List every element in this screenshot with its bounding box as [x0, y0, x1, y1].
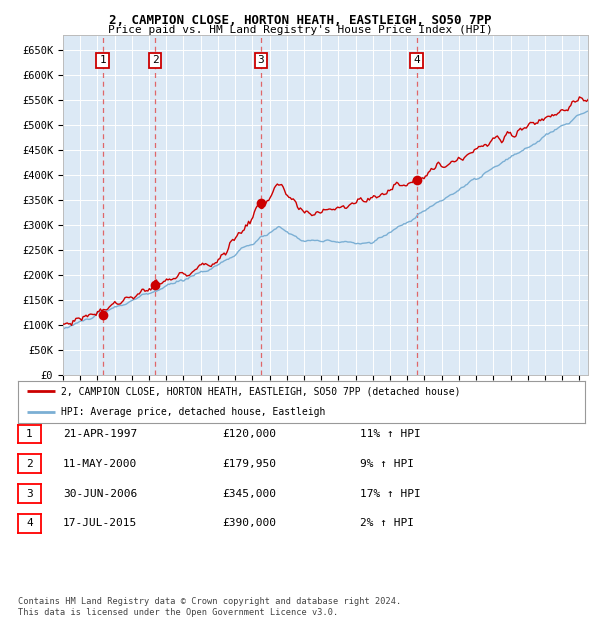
Text: 3: 3: [257, 55, 265, 65]
Text: 11% ↑ HPI: 11% ↑ HPI: [360, 429, 421, 439]
Text: 21-APR-1997: 21-APR-1997: [63, 429, 137, 439]
Text: Contains HM Land Registry data © Crown copyright and database right 2024.
This d: Contains HM Land Registry data © Crown c…: [18, 598, 401, 617]
Text: £390,000: £390,000: [222, 518, 276, 528]
Text: 4: 4: [413, 55, 420, 65]
Text: 2, CAMPION CLOSE, HORTON HEATH, EASTLEIGH, SO50 7PP: 2, CAMPION CLOSE, HORTON HEATH, EASTLEIG…: [109, 14, 491, 27]
Text: 1: 1: [26, 429, 33, 439]
Text: Price paid vs. HM Land Registry's House Price Index (HPI): Price paid vs. HM Land Registry's House …: [107, 25, 493, 35]
Text: 30-JUN-2006: 30-JUN-2006: [63, 489, 137, 498]
Text: 17-JUL-2015: 17-JUL-2015: [63, 518, 137, 528]
Text: 2, CAMPION CLOSE, HORTON HEATH, EASTLEIGH, SO50 7PP (detached house): 2, CAMPION CLOSE, HORTON HEATH, EASTLEIG…: [61, 386, 460, 396]
Text: 9% ↑ HPI: 9% ↑ HPI: [360, 459, 414, 469]
Text: £120,000: £120,000: [222, 429, 276, 439]
Text: HPI: Average price, detached house, Eastleigh: HPI: Average price, detached house, East…: [61, 407, 325, 417]
Text: 11-MAY-2000: 11-MAY-2000: [63, 459, 137, 469]
Text: 17% ↑ HPI: 17% ↑ HPI: [360, 489, 421, 498]
Text: £345,000: £345,000: [222, 489, 276, 498]
Text: 2: 2: [152, 55, 158, 65]
Text: £179,950: £179,950: [222, 459, 276, 469]
Text: 4: 4: [26, 518, 33, 528]
Text: 2: 2: [26, 459, 33, 469]
Text: 3: 3: [26, 489, 33, 498]
Text: 1: 1: [99, 55, 106, 65]
Text: 2% ↑ HPI: 2% ↑ HPI: [360, 518, 414, 528]
